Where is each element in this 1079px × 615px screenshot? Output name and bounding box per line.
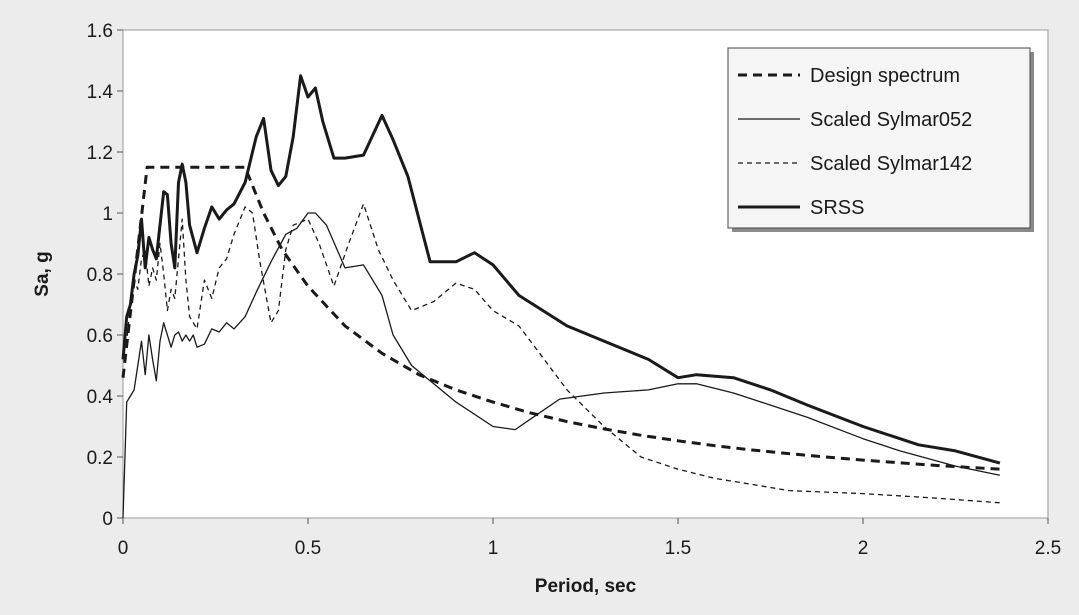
y-tick-label: 0.4 — [87, 387, 114, 408]
x-axis-title: Period, sec — [535, 576, 637, 597]
x-tick-label: 2 — [858, 538, 869, 559]
series-line-srss — [121, 74, 1001, 465]
series-line-scaled-sylmar052 — [122, 212, 1001, 519]
x-tick-label: 0.5 — [295, 538, 321, 559]
legend: Design spectrum Scaled Sylmar052 Scaled Sy… — [727, 47, 1034, 232]
axis-layer: 0 0.2 0.4 0.6 0.8 1 1.2 1.4 1.6 0 0.5 1 1.5 2 2.5 — [87, 21, 1062, 559]
y-tick-label: 0.2 — [87, 448, 113, 469]
series-line-scaled-sylmar142 — [122, 203, 1000, 504]
legend-label: SRSS — [810, 197, 864, 219]
legend-label: Design spectrum — [810, 65, 960, 87]
y-tick-label: 0.6 — [87, 326, 113, 347]
x-tick-label: 1.5 — [665, 538, 691, 559]
y-tick-label: 1.6 — [87, 21, 113, 42]
legend-label: Scaled Sylmar052 — [810, 109, 972, 131]
y-tick-label: 1.4 — [87, 82, 114, 103]
series-layer — [121, 74, 1001, 519]
y-tick-label: 1 — [102, 204, 113, 225]
y-tick-label: 1.2 — [87, 143, 113, 164]
x-tick-label: 0 — [118, 538, 129, 559]
y-tick-label: 0 — [102, 509, 113, 530]
x-tick-label: 2.5 — [1035, 538, 1061, 559]
legend-label: Scaled Sylmar142 — [810, 153, 972, 175]
y-axis-title: Sa, g — [32, 251, 53, 296]
y-tick-label: 0.8 — [87, 265, 113, 286]
x-tick-label: 1 — [488, 538, 499, 559]
legend-box — [727, 47, 1031, 229]
series-line-design-spectrum — [121, 165, 1000, 471]
